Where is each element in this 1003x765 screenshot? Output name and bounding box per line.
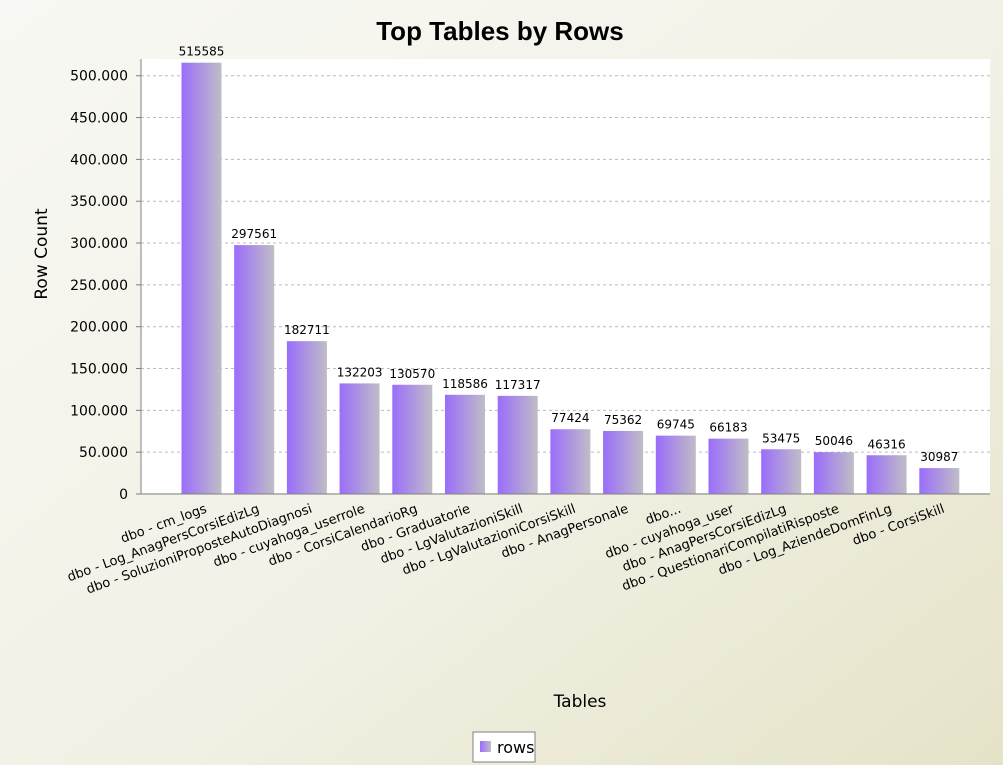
- bar: [761, 449, 802, 494]
- y-tick-label: 0: [119, 487, 128, 503]
- bar-value-label: 297561: [231, 227, 277, 241]
- bars: [181, 62, 960, 494]
- bar-value-label: 69745: [657, 418, 695, 432]
- x-axis-label: Tables: [553, 692, 607, 712]
- y-tick-label: 250.000: [70, 278, 128, 294]
- bar: [813, 452, 854, 494]
- y-tick-label: 300.000: [70, 236, 128, 252]
- bar-value-label: 130570: [389, 367, 435, 381]
- y-tick-label: 200.000: [70, 320, 128, 336]
- y-tick-label: 50.000: [79, 445, 128, 461]
- bar: [497, 395, 538, 494]
- bar-value-label: 46316: [868, 437, 906, 451]
- bar-value-label: 77424: [551, 411, 589, 425]
- legend-swatch: [480, 741, 491, 752]
- bar-value-label: 53475: [762, 431, 800, 445]
- bar-value-label: 182711: [284, 323, 330, 337]
- bar: [181, 62, 222, 494]
- bar: [708, 438, 749, 494]
- bar: [392, 384, 433, 494]
- bar: [866, 455, 907, 494]
- bar-value-label: 66183: [709, 421, 747, 435]
- y-tick-label: 400.000: [70, 152, 128, 168]
- y-tick-label: 500.000: [70, 69, 128, 85]
- chart-title: Top Tables by Rows: [376, 16, 624, 46]
- y-axis-label: Row Count: [32, 208, 52, 300]
- y-tick-labels: 0 50.000 100.000 150.000 200.000 250.000 300.0…: [70, 69, 141, 503]
- bar: [919, 468, 960, 494]
- bar-value-label: 30987: [920, 450, 958, 464]
- legend: rows: [472, 731, 536, 763]
- bar: [234, 245, 275, 494]
- y-tick-label: 150.000: [70, 362, 128, 378]
- bar-value-label: 117317: [495, 378, 541, 392]
- y-tick-label: 450.000: [70, 111, 128, 127]
- bar-value-label: 118586: [442, 377, 488, 391]
- bar-value-label: 50046: [815, 434, 853, 448]
- bar-value-label: 515585: [179, 45, 225, 59]
- bar: [655, 435, 696, 494]
- plot-area: [141, 59, 990, 493]
- legend-label-rows: rows: [497, 738, 534, 757]
- y-tick-label: 100.000: [70, 403, 128, 419]
- bar: [445, 394, 485, 494]
- bar-value-labels: 515585 297561 182711 132203 130570 118586 1173…: [179, 45, 959, 464]
- y-tick-label: 350.000: [70, 194, 128, 210]
- bar: [339, 383, 380, 494]
- bar: [603, 430, 644, 494]
- bar: [550, 429, 591, 494]
- bar-value-label: 75362: [604, 413, 642, 427]
- bar: [286, 341, 327, 494]
- bar-value-label: 132203: [337, 365, 383, 379]
